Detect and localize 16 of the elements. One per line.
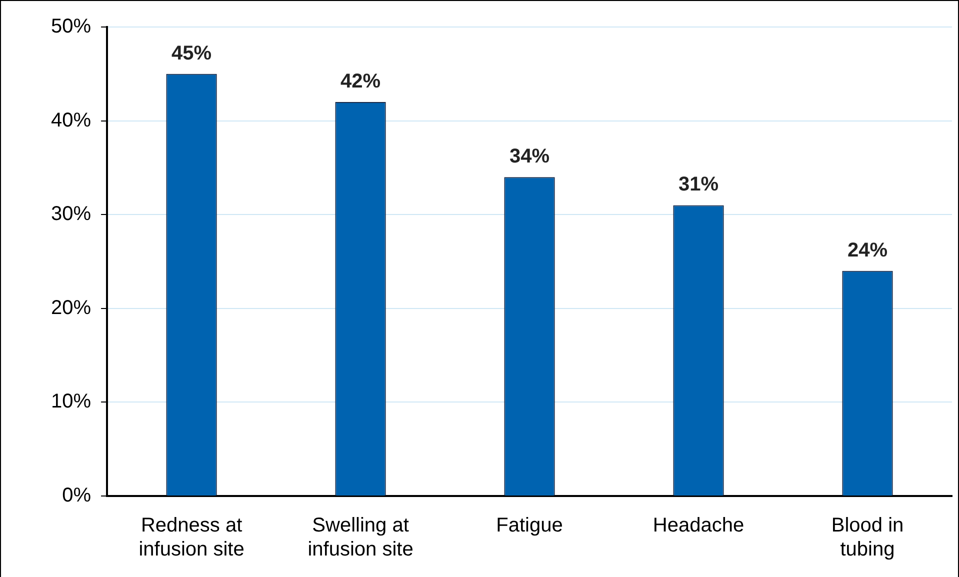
x-tick-label: Blood in tubing — [831, 514, 904, 561]
x-tick-label: Headache — [652, 514, 744, 537]
data-label: 42% — [340, 70, 381, 93]
x-tick-label: Swelling at infusion site — [308, 514, 414, 561]
y-tick-label: 40% — [51, 109, 92, 132]
data-label: 31% — [678, 174, 719, 196]
data-label: 34% — [510, 146, 550, 168]
data-label: 24% — [847, 239, 888, 262]
y-tick-label: 10% — [51, 390, 92, 413]
y-tick-label: 20% — [51, 296, 92, 319]
y-tick-label: 30% — [51, 203, 92, 226]
data-label: 45% — [172, 42, 212, 64]
x-tick-label: Fatigue — [496, 514, 563, 537]
x-tick-label: Redness at infusion site — [138, 514, 244, 561]
y-tick-label: 0% — [62, 484, 92, 507]
y-tick-label: 50% — [51, 16, 92, 38]
